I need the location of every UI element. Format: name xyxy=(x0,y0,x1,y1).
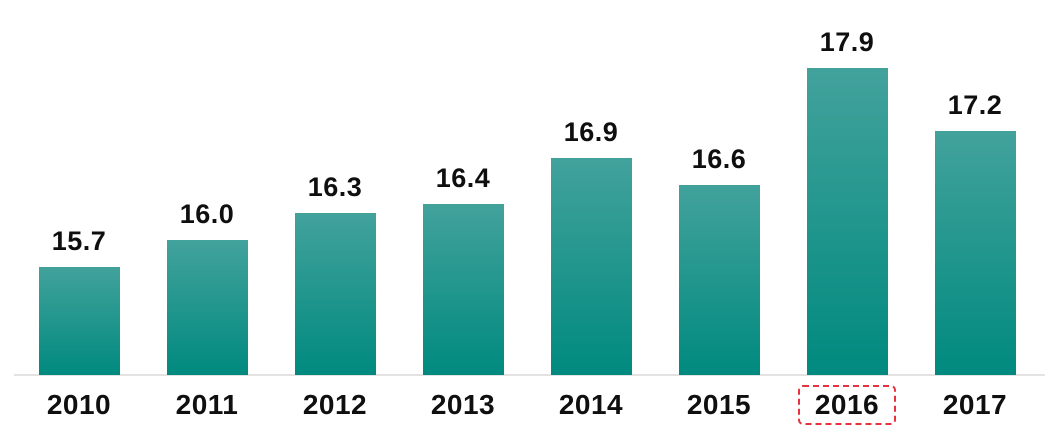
x-tick-wrap-2017: 2017 xyxy=(943,375,1007,434)
x-tick-wrap-2014: 2014 xyxy=(559,375,623,434)
x-axis-baseline xyxy=(14,374,1045,376)
x-tick-wrap-2011: 2011 xyxy=(176,375,239,434)
x-tick-label-2014: 2014 xyxy=(558,388,624,420)
chart-column-2016: 17.9 2016 xyxy=(783,0,911,434)
chart-column-2011: 16.0 2011 xyxy=(143,0,271,434)
bar-2013 xyxy=(422,204,504,375)
bar-2010 xyxy=(38,267,120,375)
x-tick-label-2010: 2010 xyxy=(46,388,112,420)
x-tick-wrap-2010: 2010 xyxy=(47,375,111,434)
chart-column-2013: 16.4 2013 xyxy=(399,0,527,434)
bar-2016 xyxy=(806,68,888,375)
x-tick-label-2012: 2012 xyxy=(302,388,368,420)
bar-value-label-2012: 16.3 xyxy=(307,172,363,203)
bar-2015 xyxy=(678,185,760,375)
bar-value-label-2013: 16.4 xyxy=(435,163,491,194)
bar-2012 xyxy=(294,213,376,375)
chart-column-2014: 16.9 2014 xyxy=(527,0,655,434)
chart-column-2010: 15.7 2010 xyxy=(15,0,143,434)
bar-value-label-2014: 16.9 xyxy=(563,117,619,148)
x-tick-wrap-2015: 2015 xyxy=(687,375,751,434)
bar-value-label-2017: 17.2 xyxy=(947,90,1003,121)
x-tick-wrap-2013: 2013 xyxy=(431,375,495,434)
chart-column-2012: 16.3 2012 xyxy=(271,0,399,434)
bar-2017 xyxy=(934,131,1016,375)
x-tick-wrap-2016: 2016 xyxy=(797,375,897,434)
bar-value-label-2015: 16.6 xyxy=(691,144,747,175)
x-tick-label-2017: 2017 xyxy=(942,388,1008,420)
bar-value-label-2010: 15.7 xyxy=(51,226,107,257)
x-tick-label-2016-highlighted: 2016 xyxy=(797,384,897,425)
bar-value-label-2011: 16.0 xyxy=(179,199,235,230)
bar-2014 xyxy=(550,158,632,375)
x-tick-label-2011: 2011 xyxy=(175,388,239,420)
chart-column-2015: 16.6 2015 xyxy=(655,0,783,434)
chart-column-2017: 17.2 2017 xyxy=(911,0,1039,434)
x-tick-label-2015: 2015 xyxy=(686,388,752,420)
bar-columns: 15.7 2010 16.0 2011 16.3 2012 16.4 2013 16.9 2014… xyxy=(15,0,1039,434)
x-tick-label-2013: 2013 xyxy=(430,388,496,420)
bar-2011 xyxy=(166,240,248,375)
x-tick-wrap-2012: 2012 xyxy=(303,375,367,434)
bar-value-label-2016: 17.9 xyxy=(819,27,875,58)
